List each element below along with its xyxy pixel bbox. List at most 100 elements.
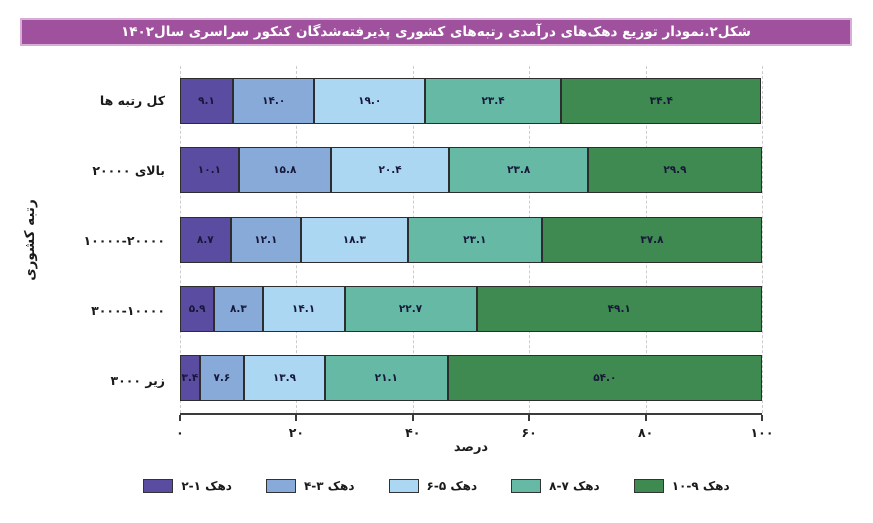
segment-value-label: ۲۹.۹ bbox=[663, 164, 687, 177]
stacked-bar: ۸.۷ ۱۲.۱ ۱۸.۳ ۲۳.۱ ۳۷.۸ bbox=[180, 216, 762, 263]
segment-value-label: ۱۴.۱ bbox=[291, 302, 316, 315]
bar-segment: ۷.۶ bbox=[199, 355, 244, 402]
stacked-bar: ۳.۴ ۷.۶ ۱۳.۹ ۲۱.۱ ۵۴.۰ bbox=[180, 355, 762, 402]
bar-segment: ۱۹.۰ bbox=[314, 77, 425, 124]
segment-value-label: ۲۳.۱ bbox=[463, 233, 487, 246]
legend-swatch bbox=[511, 479, 542, 493]
bar-segment: ۱۴.۱ bbox=[262, 285, 345, 332]
segment-value-label: ۲۳.۴ bbox=[481, 94, 505, 107]
segment-value-label: ۲۰.۴ bbox=[378, 164, 402, 177]
gridline bbox=[762, 66, 763, 413]
legend-item: دهک ۷-۸ bbox=[511, 479, 600, 493]
plot-area: ۹.۱ ۱۴.۰ ۱۹.۰ ۲۳.۴ ۳۴.۴ ۱۰.۱ ۱۵.۸ ۲۰.۴ ۲۳.۸ ۲۹.۹ ۸… bbox=[180, 66, 763, 415]
bar-segment: ۵۴.۰ bbox=[447, 355, 762, 402]
x-tick-label: ۲۰ bbox=[288, 425, 305, 440]
y-category-labels: کل رتبه ها بالای ۲۰۰۰۰ ۱۰۰۰۰-۲۰۰۰۰ ۳۰۰۰-۱۰۰… bbox=[0, 66, 172, 415]
legend-swatch bbox=[265, 479, 296, 493]
legend-swatch bbox=[633, 479, 664, 493]
row-label: بالای ۲۰۰۰۰ bbox=[92, 163, 165, 179]
row-label: ۱۰۰۰۰-۲۰۰۰۰ bbox=[83, 232, 165, 248]
bar-segment: ۴۹.۱ bbox=[476, 285, 762, 332]
row-label: کل رتبه ها bbox=[99, 93, 165, 109]
bar-row: ۸.۷ ۱۲.۱ ۱۸.۳ ۲۳.۱ ۳۷.۸ bbox=[180, 205, 762, 274]
x-tick-label: ۰ bbox=[176, 425, 184, 440]
bar-row: ۵.۹ ۸.۳ ۱۴.۱ ۲۲.۷ ۴۹.۱ bbox=[180, 274, 762, 343]
bar-segment: ۳.۴ bbox=[180, 355, 200, 402]
x-tick-label: ۱۰۰ bbox=[750, 425, 774, 440]
segment-value-label: ۸.۷ bbox=[196, 233, 214, 246]
segment-value-label: ۹.۱ bbox=[198, 94, 215, 107]
bar-segment: ۲۰.۴ bbox=[330, 147, 450, 194]
bar-segment: ۲۳.۸ bbox=[449, 147, 588, 194]
segment-value-label: ۱۴.۰ bbox=[262, 94, 286, 107]
segment-value-label: ۲۱.۱ bbox=[374, 372, 398, 385]
bar-row: ۹.۱ ۱۴.۰ ۱۹.۰ ۲۳.۴ ۳۴.۴ bbox=[180, 66, 762, 135]
legend-label: دهک ۷-۸ bbox=[549, 479, 600, 493]
x-tick-mark bbox=[644, 415, 647, 421]
legend-item: دهک ۵-۶ bbox=[388, 479, 478, 493]
legend-swatch bbox=[143, 479, 174, 493]
x-tick-mark bbox=[295, 415, 298, 421]
bar-segment: ۹.۱ bbox=[180, 77, 233, 124]
x-tick-label: ۶۰ bbox=[521, 425, 537, 440]
segment-value-label: ۳.۴ bbox=[181, 372, 199, 385]
x-tick-mark bbox=[528, 415, 531, 421]
bar-segment: ۲۱.۱ bbox=[324, 355, 448, 402]
bar-segment: ۲۲.۷ bbox=[344, 285, 477, 332]
segment-value-label: ۱۰.۱ bbox=[197, 164, 221, 177]
bar-segment: ۱۴.۰ bbox=[232, 77, 315, 124]
legend-item: دهک ۹-۱۰ bbox=[633, 479, 730, 493]
bar-segment: ۳۴.۴ bbox=[561, 77, 762, 124]
segment-value-label: ۱۲.۱ bbox=[254, 233, 278, 246]
bar-row: ۳.۴ ۷.۶ ۱۳.۹ ۲۱.۱ ۵۴.۰ bbox=[180, 344, 762, 413]
bar-segment: ۲۳.۱ bbox=[407, 216, 542, 263]
x-tick-mark bbox=[179, 415, 181, 421]
segment-value-label: ۲۳.۸ bbox=[507, 164, 531, 177]
bar-segment: ۱۸.۳ bbox=[301, 216, 408, 263]
legend-item: دهک ۱-۲ bbox=[143, 479, 232, 493]
bar-segment: ۱۵.۸ bbox=[238, 147, 331, 194]
figure-title-bar: شکل۲.نمودار توزیع دهک‌های درآمدی رتبه‌ها… bbox=[20, 18, 852, 46]
x-axis-ticks: ۰ ۲۰ ۴۰ ۶۰ ۸۰ ۱۰۰ bbox=[176, 415, 773, 455]
segment-value-label: ۵.۹ bbox=[188, 302, 206, 315]
x-tick-mark bbox=[411, 415, 414, 421]
stacked-bar: ۹.۱ ۱۴.۰ ۱۹.۰ ۲۳.۴ ۳۴.۴ bbox=[180, 77, 762, 124]
segment-value-label: ۳۷.۸ bbox=[640, 233, 664, 246]
x-axis-title: درصد bbox=[453, 440, 489, 455]
bar-segment: ۱۳.۹ bbox=[244, 355, 325, 402]
bar-segment: ۸.۳ bbox=[214, 285, 263, 332]
legend-label: دهک ۱-۲ bbox=[181, 479, 232, 493]
x-tick-label: ۴۰ bbox=[405, 425, 421, 440]
legend-label: دهک ۵-۶ bbox=[426, 479, 478, 493]
segment-value-label: ۸.۳ bbox=[230, 302, 247, 315]
stacked-bar: ۱۰.۱ ۱۵.۸ ۲۰.۴ ۲۳.۸ ۲۹.۹ bbox=[180, 147, 762, 194]
segment-value-label: ۱۳.۹ bbox=[272, 372, 297, 385]
bar-segment: ۱۲.۱ bbox=[230, 216, 302, 263]
bar-segment: ۵.۹ bbox=[180, 285, 215, 332]
stacked-bar: ۵.۹ ۸.۳ ۱۴.۱ ۲۲.۷ ۴۹.۱ bbox=[180, 285, 762, 332]
segment-value-label: ۵۴.۰ bbox=[593, 372, 617, 385]
bar-row: ۱۰.۱ ۱۵.۸ ۲۰.۴ ۲۳.۸ ۲۹.۹ bbox=[180, 135, 762, 204]
segment-value-label: ۱۵.۸ bbox=[273, 164, 297, 177]
segment-value-label: ۱۹.۰ bbox=[358, 94, 382, 107]
segment-value-label: ۴۹.۱ bbox=[607, 302, 631, 315]
bar-segment: ۲۹.۹ bbox=[587, 147, 762, 194]
bar-segment: ۲۳.۴ bbox=[425, 77, 562, 124]
figure-title: شکل۲.نمودار توزیع دهک‌های درآمدی رتبه‌ها… bbox=[121, 24, 751, 40]
row-label: ۳۰۰۰-۱۰۰۰۰ bbox=[91, 302, 165, 318]
x-tick-mark bbox=[761, 415, 763, 421]
legend-label: دهک ۳-۴ bbox=[303, 479, 355, 493]
row-label: زیر ۳۰۰۰ bbox=[110, 372, 165, 388]
legend-label: دهک ۹-۱۰ bbox=[671, 479, 730, 493]
bar-segment: ۸.۷ bbox=[180, 216, 231, 263]
segment-value-label: ۳۴.۴ bbox=[649, 94, 673, 107]
segment-value-label: ۱۸.۳ bbox=[342, 233, 366, 246]
x-tick-label: ۸۰ bbox=[637, 425, 654, 440]
bar-segment: ۱۰.۱ bbox=[180, 147, 239, 194]
legend-item: دهک ۳-۴ bbox=[265, 479, 355, 493]
segment-value-label: ۲۲.۷ bbox=[398, 302, 423, 315]
legend: دهک ۱-۲ دهک ۳-۴ دهک ۵-۶ دهک ۷-۸ دهک ۹-۱۰ bbox=[0, 479, 873, 493]
bar-segment: ۳۷.۸ bbox=[541, 216, 762, 263]
segment-value-label: ۷.۶ bbox=[213, 372, 231, 385]
